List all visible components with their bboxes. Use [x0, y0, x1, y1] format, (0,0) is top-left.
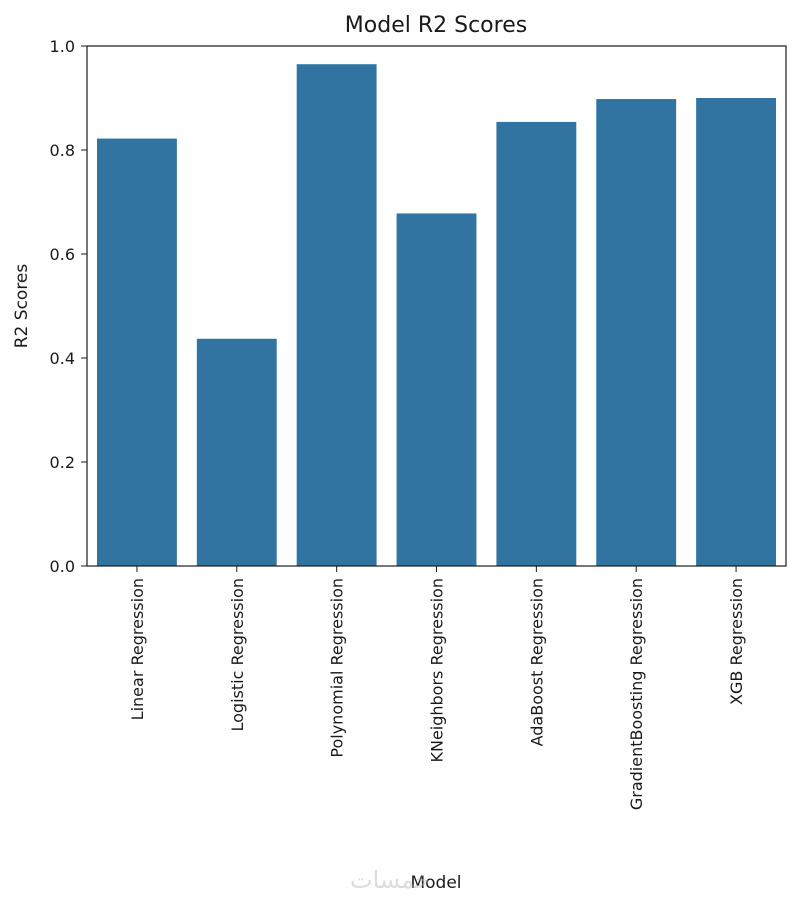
bars-group: [96, 64, 777, 567]
y-tick-label-0: 0.0: [50, 557, 75, 576]
plot-frame: [86, 45, 787, 567]
y-tick-label-5: 1.0: [50, 37, 75, 56]
x-tick-label-1: Logistic Regression: [228, 578, 247, 731]
x-tick-label-3: KNeighbors Regression: [428, 578, 447, 763]
x-tick-label-0: Linear Regression: [128, 578, 147, 720]
y-tick-label-4: 0.8: [50, 141, 75, 160]
x-tick-label-2: Polynomial Regression: [328, 578, 347, 758]
bar-1: [196, 338, 277, 566]
bar-3: [396, 213, 477, 566]
x-axis-label: Model: [410, 873, 461, 893]
x-tick-label-6: XGB Regression: [727, 578, 746, 705]
y-axis: 0.0 0.2 0.4 0.6 0.8 1.0: [50, 37, 87, 576]
x-tick-label-5: GradientBoosting Regression: [627, 578, 646, 810]
bar-6: [696, 98, 777, 566]
x-axis: Linear Regression Logistic Regression Poly…: [128, 566, 746, 810]
y-axis-label: R2 Scores: [12, 264, 32, 349]
bar-5: [596, 99, 677, 566]
x-tick-label-4: AdaBoost Regression: [527, 578, 546, 746]
bar-0: [96, 138, 177, 566]
y-tick-label-1: 0.2: [50, 453, 75, 472]
y-tick-label-2: 0.4: [50, 349, 75, 368]
bar-4: [496, 121, 577, 567]
chart-title: Model R2 Scores: [345, 13, 527, 38]
bar-2: [296, 64, 377, 566]
y-tick-label-3: 0.6: [50, 245, 75, 264]
